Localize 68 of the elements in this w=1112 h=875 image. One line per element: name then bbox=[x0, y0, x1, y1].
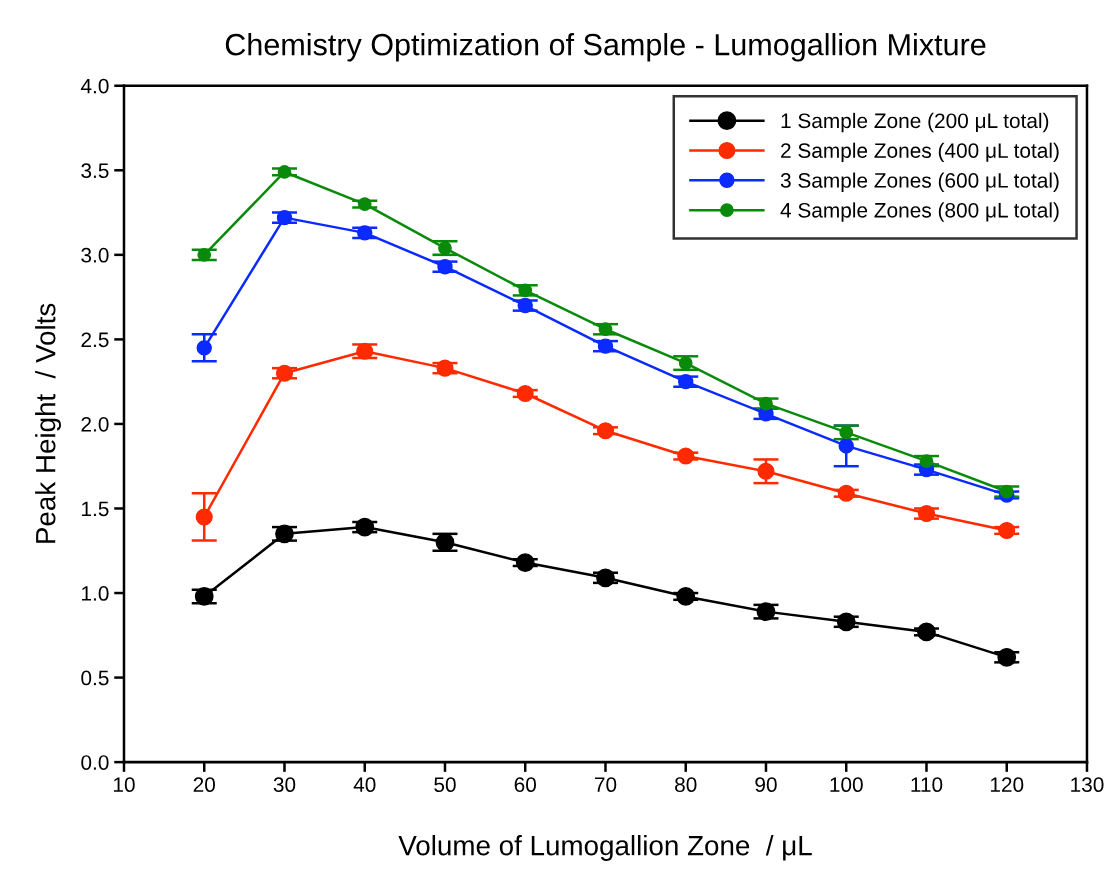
point bbox=[517, 297, 533, 314]
point bbox=[759, 396, 773, 411]
point bbox=[756, 602, 776, 622]
point bbox=[677, 447, 695, 465]
point bbox=[276, 209, 293, 226]
x-tick-label: 60 bbox=[514, 777, 537, 793]
point bbox=[596, 568, 615, 588]
chart-title: Chemistry Optimization of Sample - Lumogallion Mixture bbox=[225, 33, 986, 62]
point bbox=[195, 508, 213, 526]
point bbox=[197, 247, 212, 262]
legend-label: 2 Sample Zones (400 μL total) bbox=[781, 142, 1059, 163]
x-tick-label: 20 bbox=[193, 777, 216, 793]
point bbox=[598, 322, 613, 337]
x-tick-label: 40 bbox=[353, 777, 376, 793]
y-tick-label: 4.0 bbox=[80, 78, 109, 94]
point bbox=[355, 517, 375, 537]
point bbox=[917, 505, 936, 523]
point bbox=[837, 484, 855, 502]
point bbox=[518, 283, 533, 298]
point bbox=[919, 454, 934, 469]
point bbox=[676, 587, 696, 606]
legend-label: 4 Sample Zones (800 μL total) bbox=[780, 202, 1059, 222]
legend-label: 3 Sample Zones (600 μL total) bbox=[780, 172, 1059, 192]
y-tick-label: 3.5 bbox=[81, 163, 109, 179]
x-tick-label: 110 bbox=[911, 777, 943, 793]
point bbox=[597, 338, 614, 354]
y-tick-label: 0.0 bbox=[81, 755, 109, 770]
y-tick-label: 2.0 bbox=[81, 416, 109, 432]
point bbox=[515, 553, 535, 572]
point bbox=[275, 524, 294, 544]
point bbox=[437, 258, 453, 275]
x-tick-label: 10 bbox=[113, 777, 135, 793]
x-tick-label: 120 bbox=[990, 777, 1024, 793]
legend-label: 1 Sample Zone (200 μL total) bbox=[781, 112, 1049, 133]
point bbox=[277, 165, 292, 179]
x-tick-label: 100 bbox=[830, 777, 863, 793]
point bbox=[438, 241, 452, 255]
point bbox=[917, 622, 936, 642]
x-tick-label: 50 bbox=[434, 777, 456, 793]
y-tick-label: 1.0 bbox=[82, 586, 109, 601]
x-tick-label: 70 bbox=[594, 777, 617, 793]
point bbox=[999, 484, 1014, 499]
y-tick-label: 3.0 bbox=[81, 247, 109, 263]
point bbox=[839, 425, 854, 440]
x-axis-title: Volume of Lumogallion Zone / μL bbox=[398, 835, 812, 861]
point bbox=[275, 364, 294, 382]
point bbox=[356, 342, 374, 360]
point bbox=[194, 587, 214, 606]
point bbox=[998, 521, 1016, 540]
point bbox=[596, 422, 615, 440]
x-tick-label: 130 bbox=[1071, 777, 1104, 793]
y-tick-label: 1.5 bbox=[82, 501, 109, 517]
x-tick-label: 80 bbox=[675, 777, 697, 793]
y-tick-label: 2.5 bbox=[81, 332, 109, 348]
point bbox=[678, 373, 694, 390]
y-axis-title: Peak Height / Volts bbox=[35, 303, 61, 543]
point bbox=[678, 356, 693, 370]
y-tick-label: 0.5 bbox=[81, 670, 109, 686]
point bbox=[196, 340, 212, 356]
point bbox=[757, 462, 775, 480]
point bbox=[997, 647, 1017, 667]
point bbox=[838, 438, 854, 454]
x-tick-label: 90 bbox=[755, 777, 777, 793]
point bbox=[436, 359, 454, 377]
x-tick-label: 30 bbox=[273, 777, 296, 793]
point bbox=[357, 225, 373, 241]
point bbox=[357, 197, 372, 211]
point bbox=[516, 384, 534, 403]
